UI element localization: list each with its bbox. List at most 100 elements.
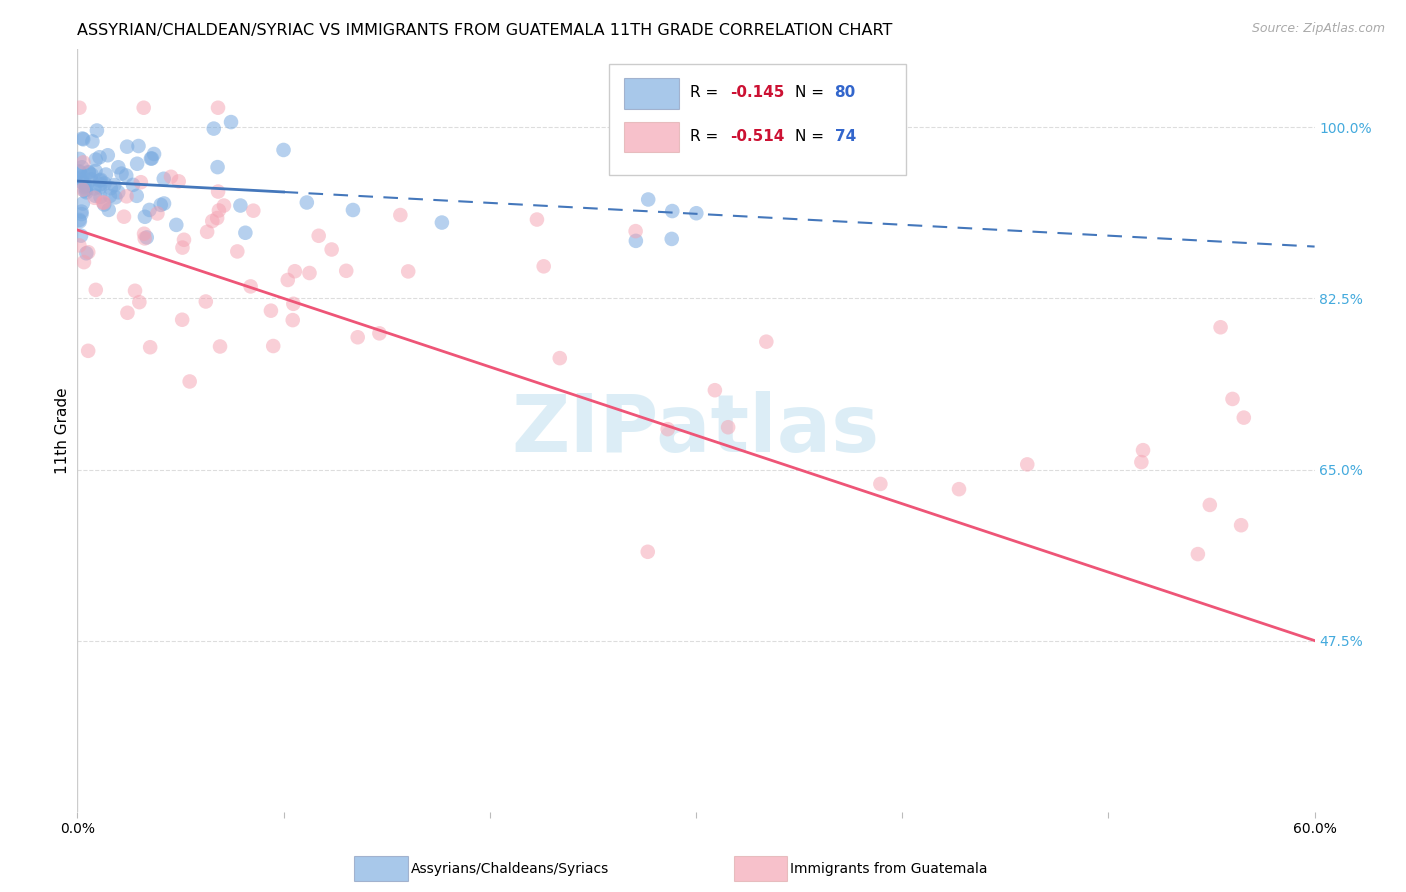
Point xyxy=(70,161,93,175)
Point xyxy=(93,177,115,191)
Point xyxy=(89,178,111,192)
Point xyxy=(219,115,242,129)
Point xyxy=(124,284,146,298)
Point xyxy=(229,198,252,212)
Text: 80: 80 xyxy=(835,85,856,100)
Point xyxy=(80,172,103,186)
Point xyxy=(342,202,364,217)
Point xyxy=(127,157,149,171)
Point xyxy=(94,168,117,182)
Point xyxy=(321,243,343,257)
Point xyxy=(685,206,707,220)
Point xyxy=(135,230,157,244)
Point xyxy=(208,339,231,353)
Point xyxy=(70,207,93,221)
Point xyxy=(67,152,90,166)
Point xyxy=(72,169,94,184)
Point xyxy=(77,245,100,260)
Point xyxy=(134,231,156,245)
Point xyxy=(283,297,305,311)
Point xyxy=(152,171,174,186)
Point xyxy=(77,343,100,358)
Point xyxy=(91,195,114,210)
Point xyxy=(82,135,104,149)
Point xyxy=(295,195,318,210)
Point xyxy=(1230,518,1253,533)
Point xyxy=(73,255,96,269)
Point xyxy=(69,214,91,228)
Text: Assyrians/Chaldeans/Syriacs: Assyrians/Chaldeans/Syriacs xyxy=(411,862,609,876)
Point xyxy=(1130,455,1153,469)
Point xyxy=(67,101,90,115)
Point xyxy=(67,171,90,186)
FancyBboxPatch shape xyxy=(609,64,907,175)
Point xyxy=(167,174,190,188)
Point xyxy=(755,334,778,349)
Point xyxy=(138,202,160,217)
Point xyxy=(98,189,121,203)
Point xyxy=(430,215,453,229)
Text: N =: N = xyxy=(794,85,828,100)
Point xyxy=(165,218,187,232)
Text: ZIPatlas: ZIPatlas xyxy=(512,392,880,469)
Point xyxy=(103,178,125,193)
Point xyxy=(1187,547,1209,561)
Point xyxy=(72,183,94,197)
Point xyxy=(242,203,264,218)
Point xyxy=(153,196,176,211)
Point xyxy=(273,143,295,157)
Point xyxy=(208,203,231,218)
Point xyxy=(80,168,103,182)
Point xyxy=(212,198,235,212)
Text: 74: 74 xyxy=(835,128,856,144)
Point xyxy=(97,202,120,217)
Point xyxy=(67,165,90,179)
Text: -0.145: -0.145 xyxy=(731,85,785,100)
Point xyxy=(139,152,162,166)
Point xyxy=(72,155,94,169)
Text: R =: R = xyxy=(690,85,723,100)
Point xyxy=(207,160,229,174)
Point xyxy=(77,166,100,180)
Point xyxy=(948,482,970,496)
Point xyxy=(110,167,132,181)
Point xyxy=(1198,498,1220,512)
Point xyxy=(637,193,659,207)
Point xyxy=(70,228,93,243)
Point xyxy=(89,150,111,164)
Point xyxy=(128,139,150,153)
Y-axis label: 11th Grade: 11th Grade xyxy=(55,387,70,474)
Point xyxy=(132,227,155,241)
Point xyxy=(195,225,218,239)
Point xyxy=(128,295,150,310)
Text: Source: ZipAtlas.com: Source: ZipAtlas.com xyxy=(1251,22,1385,36)
Point xyxy=(104,190,127,204)
Point xyxy=(637,545,659,559)
Point xyxy=(1209,320,1232,334)
Point xyxy=(72,132,94,146)
Point xyxy=(624,224,647,238)
Point xyxy=(89,190,111,204)
Point xyxy=(115,189,138,203)
Point xyxy=(661,204,683,219)
Point xyxy=(72,175,94,189)
Point xyxy=(139,340,162,354)
Point xyxy=(125,189,148,203)
Point xyxy=(70,204,93,219)
Point xyxy=(97,148,120,162)
Point xyxy=(146,206,169,220)
Point xyxy=(1233,410,1256,425)
Point xyxy=(368,326,391,341)
Point xyxy=(69,174,91,188)
Point xyxy=(703,383,725,397)
Point xyxy=(308,228,330,243)
Point xyxy=(84,188,107,202)
Point xyxy=(657,422,679,436)
Point xyxy=(115,169,138,183)
Point xyxy=(346,330,368,344)
FancyBboxPatch shape xyxy=(624,121,679,152)
Point xyxy=(67,213,90,227)
Point xyxy=(172,241,194,255)
Point xyxy=(77,165,100,179)
Point xyxy=(201,214,224,228)
